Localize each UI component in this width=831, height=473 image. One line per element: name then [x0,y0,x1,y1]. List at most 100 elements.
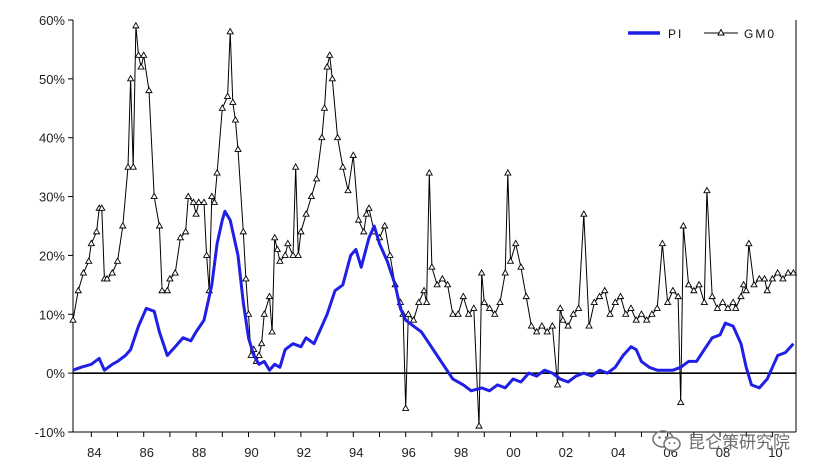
y-tick-label: 30% [39,190,65,205]
x-tick-label: 88 [192,445,206,460]
gm0-point [320,104,329,111]
gm0-point [642,316,651,323]
gm0-point [202,251,211,258]
gm0-point [755,274,764,282]
gm0-point [155,221,164,229]
gm0-point [284,239,292,247]
gm0-point [273,245,282,252]
gm0-point [302,210,310,217]
gm0-point [234,145,242,152]
gm0-point [548,321,557,329]
legend-label-gm0: GM0 [744,27,776,41]
gm0-point [553,380,562,388]
gm0-point [242,274,250,282]
gm0-point [231,115,240,123]
gm0-point [210,198,219,205]
gm0-point [84,257,93,264]
gm0-point [294,251,303,258]
gm0-point [307,192,316,200]
gm0-point [425,168,434,176]
x-tick-label: 90 [244,445,258,460]
gm0-point [611,298,620,305]
gm0-point [223,92,232,99]
gm0-point [773,268,782,276]
gm0-point [700,298,709,305]
gm0-point [768,274,777,282]
series-line-pi [72,209,795,393]
gm0-point [676,398,685,406]
gm0-point [595,292,604,300]
gm0-point [522,292,530,300]
gm0-point [108,268,117,276]
gm0-point [695,280,703,288]
gm0-point [69,316,77,323]
gm0-point [527,321,536,329]
gm0-point [538,321,546,329]
gm0-point [632,316,640,323]
gm0-point [118,221,127,229]
gm0-point [386,251,394,258]
gm0-point [213,168,221,176]
gm0-point [480,298,489,305]
x-axis-ticks: 84 86 88 90 92 94 96 98 00 02 04 06 08 10 [87,432,783,460]
gm0-point [354,216,363,223]
gm0-point [226,27,234,35]
gm0-point [132,21,140,29]
gm0-point [760,274,769,282]
gm0-point [663,298,672,305]
x-tick-label: 02 [559,445,573,460]
gm0-point [703,186,711,194]
gm0-point [113,257,122,264]
gm0-point [325,51,334,58]
gm0-point [585,321,593,329]
y-tick-label: 60% [39,13,65,28]
gm0-point [750,280,758,288]
gm0-point [713,304,722,311]
gm0-point [87,239,96,247]
gm0-point [763,286,771,294]
gm0-point [490,310,499,317]
gm0-point [501,268,510,276]
gm0-point [289,251,297,258]
gm0-point [270,233,279,241]
y-tick-label: 20% [39,248,65,263]
gm0-point [409,316,418,323]
gm0-point [129,163,138,170]
gm0-point [260,310,269,317]
gm0-point [380,221,389,229]
gm0-point [218,104,227,111]
gm0-point [312,174,321,182]
axes [72,20,797,433]
x-tick-label: 96 [401,445,415,460]
gm0-point [543,327,551,335]
gm0-point [344,186,352,194]
gm0-point [477,268,486,276]
gm0-point [433,280,441,288]
gm0-point [729,298,737,305]
gm0-point [511,239,520,247]
gm0-point [359,227,368,235]
gm0-point [362,210,371,217]
gm0-point [257,339,266,347]
gm0-point [475,422,483,429]
gm0-point [189,198,198,205]
gm0-point [192,210,200,217]
gm0-point [590,298,599,305]
x-tick-label: 94 [349,445,363,460]
gm0-point [637,310,646,317]
gm0-point [449,310,457,317]
x-tick-label: 92 [297,445,311,460]
gm0-point [181,227,190,235]
gm0-point [621,310,630,317]
gm0-point [459,292,468,300]
gm0-point [724,304,732,311]
gm0-point [708,292,716,300]
y-tick-label: 0% [46,366,65,381]
gm0-point [365,204,373,211]
gm0-point [415,298,423,305]
gm0-point [255,351,263,358]
gm0-point [134,51,143,58]
x-tick-label: 08 [716,445,730,460]
gm0-point [648,310,656,317]
gm0-point [658,239,667,247]
